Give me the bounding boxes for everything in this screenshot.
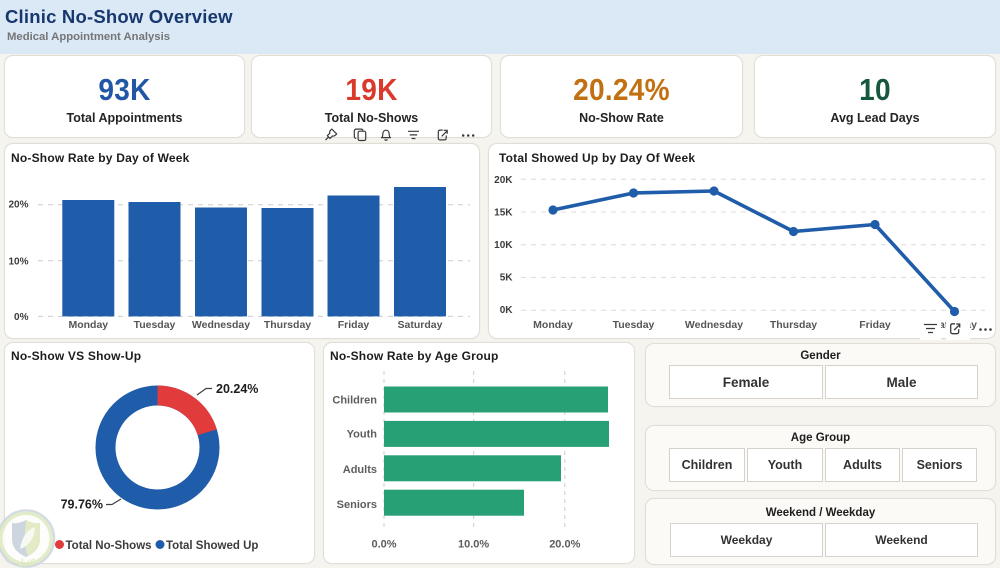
svg-text:Thursday: Thursday (264, 319, 311, 331)
svg-text:20K: 20K (494, 175, 513, 186)
svg-text:Wednesday: Wednesday (685, 319, 743, 331)
svg-text:Youth: Youth (347, 428, 378, 440)
svg-text:10%: 10% (8, 256, 28, 267)
svg-text:0%: 0% (14, 312, 29, 323)
svg-text:0K: 0K (500, 305, 514, 316)
svg-text:20.24%: 20.24% (216, 382, 258, 396)
svg-text:Monday: Monday (68, 319, 108, 331)
svg-text:Total Showed Up: Total Showed Up (166, 540, 258, 552)
svg-text:10.0%: 10.0% (458, 539, 489, 551)
svg-text:15K: 15K (494, 208, 513, 219)
svg-text:0.0%: 0.0% (371, 539, 396, 551)
svg-text:Thursday: Thursday (770, 319, 817, 331)
svg-text:Seniors: Seniors (337, 499, 377, 511)
svg-text:كفيل: كفيل (17, 557, 35, 567)
svg-text:Friday: Friday (338, 319, 370, 331)
svg-text:Children: Children (332, 395, 377, 407)
svg-text:20.0%: 20.0% (549, 539, 580, 551)
svg-text:Saturday: Saturday (398, 319, 443, 331)
svg-text:Tuesday: Tuesday (613, 319, 655, 331)
svg-text:Total No-Shows: Total No-Shows (66, 540, 152, 552)
svg-text:5K: 5K (500, 273, 514, 284)
svg-text:Adults: Adults (343, 464, 377, 476)
svg-text:Wednesday: Wednesday (192, 319, 250, 331)
svg-text:20%: 20% (8, 200, 28, 211)
svg-text:Friday: Friday (859, 319, 891, 331)
svg-text:Monday: Monday (533, 319, 573, 331)
svg-text:Tuesday: Tuesday (134, 319, 176, 331)
svg-text:10K: 10K (494, 240, 513, 251)
svg-text:79.76%: 79.76% (61, 498, 103, 512)
